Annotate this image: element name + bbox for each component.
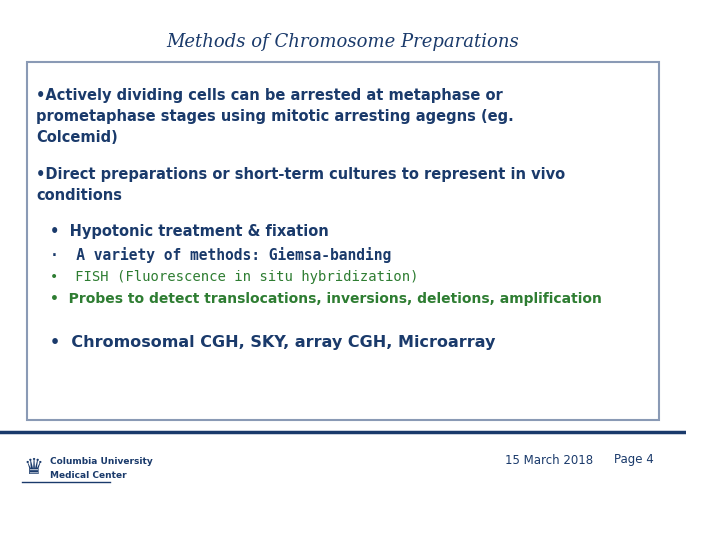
Text: •Actively dividing cells can be arrested at metaphase or
prometaphase stages usi: •Actively dividing cells can be arrested… [36, 88, 514, 145]
Text: •  Hypotonic treatment & fixation: • Hypotonic treatment & fixation [50, 224, 328, 239]
Text: ♛: ♛ [23, 458, 43, 478]
Text: 15 March 2018: 15 March 2018 [505, 454, 593, 467]
Text: Medical Center: Medical Center [50, 470, 127, 480]
Text: ·  A variety of methods: Giemsa-banding: · A variety of methods: Giemsa-banding [50, 247, 391, 263]
Text: Methods of Chromosome Preparations: Methods of Chromosome Preparations [166, 33, 519, 51]
Text: •  FISH (Fluorescence in situ hybridization): • FISH (Fluorescence in situ hybridizati… [50, 270, 418, 284]
Text: •  Chromosomal CGH, SKY, array CGH, Microarray: • Chromosomal CGH, SKY, array CGH, Micro… [50, 335, 495, 350]
Text: Page 4: Page 4 [614, 454, 654, 467]
Text: •Direct preparations or short-term cultures to represent in vivo
conditions: •Direct preparations or short-term cultu… [36, 167, 565, 203]
Text: Columbia University: Columbia University [50, 456, 153, 465]
Text: •  Probes to detect translocations, inversions, deletions, amplification: • Probes to detect translocations, inver… [50, 292, 601, 306]
FancyBboxPatch shape [27, 62, 659, 420]
